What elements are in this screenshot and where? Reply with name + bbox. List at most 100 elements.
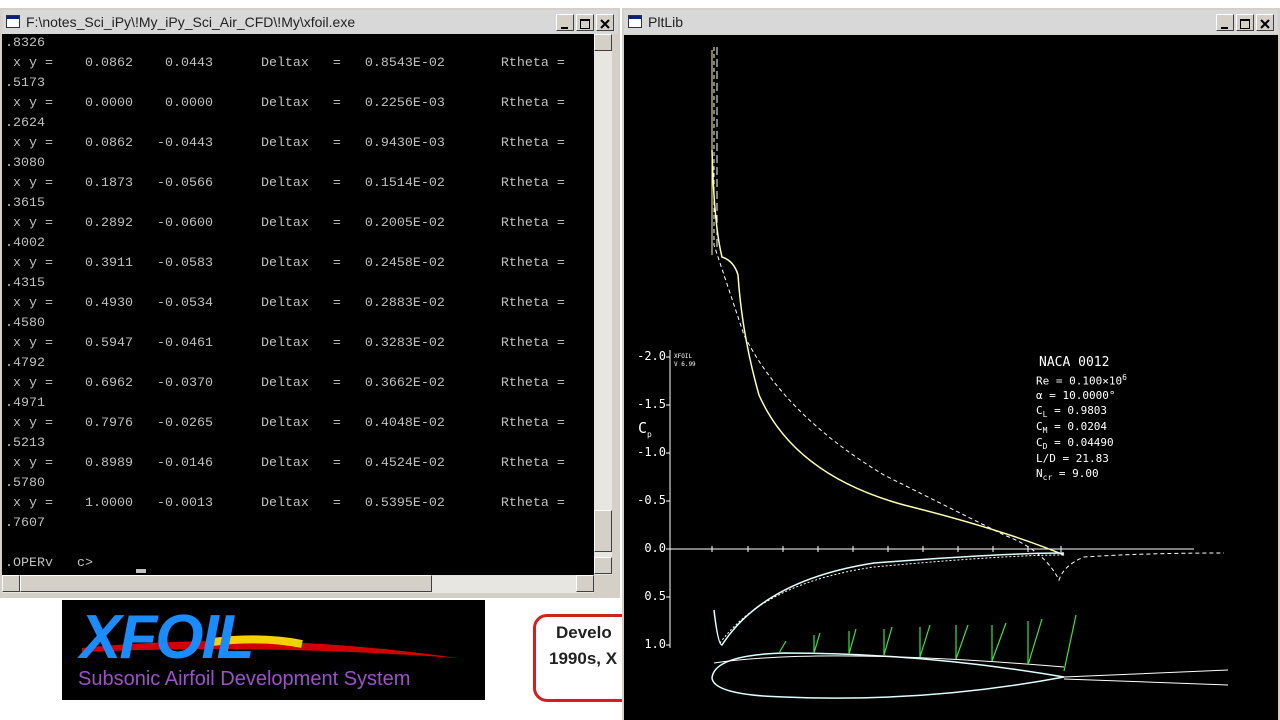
console-line: .4792 <box>5 356 45 371</box>
lower-cp-inviscid <box>719 554 1065 644</box>
console-output: .8326 x y = 0.0862 0.0443 Deltax = 0.854… <box>2 34 594 575</box>
legend-row: Re = 0.100×106 <box>1036 373 1127 388</box>
legend-row: CD = 0.04490 <box>1036 436 1114 451</box>
scroll-right[interactable] <box>576 575 594 592</box>
console-line: .4315 <box>5 276 45 291</box>
legend-symbol: N <box>1036 467 1043 481</box>
legend-sub: cr <box>1042 473 1053 483</box>
vertical-scrollbar[interactable] <box>594 34 612 575</box>
close-button[interactable] <box>1256 14 1274 31</box>
cursor <box>136 569 146 573</box>
legend-symbol: C <box>1036 420 1043 434</box>
y-tick-label: -1.0 <box>637 445 666 459</box>
console-titlebar[interactable]: F:\notes_Sci_iPy\!My_iPy_Sci_Air_CFD\!My… <box>2 10 618 34</box>
legend-row: CL = 0.9803 <box>1036 404 1107 419</box>
bl-edge <box>713 655 1065 668</box>
y-axis-ticks <box>666 356 670 646</box>
legend-row: α = 10.0000° <box>1036 389 1115 402</box>
y-tick-label: -0.5 <box>637 493 666 507</box>
logo-swoosh <box>82 635 457 658</box>
legend-symbol: L/D <box>1036 451 1056 465</box>
maximize-button[interactable] <box>1236 14 1254 31</box>
cp-symbol: C <box>638 419 648 437</box>
plot-title: PltLib <box>648 14 684 30</box>
console-line: .5173 <box>5 76 45 91</box>
plot-titlebar[interactable]: PltLib <box>624 10 1278 34</box>
logo-subtitle: Subsonic Airfoil Development System <box>78 668 411 690</box>
legend-symbol: Re <box>1036 374 1050 388</box>
console-line: x y = 0.4930 -0.0534 Deltax = 0.2883E-02… <box>5 296 565 311</box>
console-window: F:\notes_Sci_iPy\!My_iPy_Sci_Air_CFD\!My… <box>0 8 620 598</box>
console-line: x y = 0.0862 -0.0443 Deltax = 0.9430E-03… <box>5 136 565 151</box>
legend-row: CM = 0.0204 <box>1036 420 1107 435</box>
minimize-button[interactable] <box>556 14 574 31</box>
legend-sub: L <box>1042 410 1048 420</box>
console-line: .3080 <box>5 156 45 171</box>
scroll-up[interactable] <box>594 34 612 51</box>
y-tick-label: 0.5 <box>644 589 666 603</box>
lower-cp <box>713 552 1065 646</box>
banner-line: 1990s, X <box>549 649 618 668</box>
scroll-left[interactable] <box>2 575 20 592</box>
console-line: x y = 1.0000 -0.0013 Deltax = 0.5395E-02… <box>5 496 565 511</box>
legend-symbol: C <box>1036 404 1043 418</box>
console-title: F:\notes_Sci_iPy\!My_iPy_Sci_Air_CFD\!My… <box>26 14 356 30</box>
horizontal-scrollbar[interactable] <box>2 575 594 593</box>
minimize-button[interactable] <box>1216 14 1234 31</box>
console-line: x y = 0.3911 -0.0583 Deltax = 0.2458E-02… <box>5 256 565 271</box>
plot-icon <box>628 15 642 28</box>
legend-sup: 6 <box>1122 373 1127 382</box>
console-prompt: .OPERv c> <box>5 556 93 571</box>
legend-sub: M <box>1042 426 1048 436</box>
banner-line: Develo <box>556 623 612 642</box>
inviscid-cp <box>713 47 1225 582</box>
console-line: x y = 0.8989 -0.0146 Deltax = 0.4524E-02… <box>5 456 565 471</box>
console-icon <box>6 15 20 28</box>
y-tick-label: -2.0 <box>637 349 666 363</box>
maximize-button[interactable] <box>576 14 594 31</box>
console-line: .5780 <box>5 476 45 491</box>
scroll-thumb[interactable] <box>594 510 612 552</box>
legend-value: = 0.100×10 <box>1049 374 1123 388</box>
legend-row: Ncr = 9.00 <box>1036 467 1099 482</box>
plot-window: PltLib <box>622 8 1280 720</box>
console-lines: .8326 x y = 0.0862 0.0443 Deltax = 0.854… <box>5 34 565 534</box>
window-buttons <box>554 14 614 38</box>
console-line: x y = 0.2892 -0.0600 Deltax = 0.2005E-02… <box>5 216 565 231</box>
version-line: XFOIL <box>674 353 693 360</box>
console-line: x y = 0.6962 -0.0370 Deltax = 0.3662E-02… <box>5 376 565 391</box>
wake <box>1063 669 1229 686</box>
console-line: .5213 <box>5 436 45 451</box>
x-ticks <box>711 546 1062 552</box>
upper-cp <box>711 149 1065 556</box>
scroll-thumb-h[interactable] <box>20 575 432 592</box>
console-line: .8326 <box>5 36 45 51</box>
console-line: .4002 <box>5 236 45 251</box>
scroll-down[interactable] <box>594 557 612 574</box>
plot-canvas: -2.0 -1.5 -1.0 -0.5 0.0 0.5 1.0 Cp XFOIL V 6.99… <box>624 35 1278 720</box>
legend-value: = 9.00 <box>1052 467 1099 481</box>
close-button[interactable] <box>596 14 614 31</box>
legend-value: = 0.0204 <box>1047 420 1108 434</box>
console-line: x y = 0.5947 -0.0461 Deltax = 0.3283E-02… <box>5 336 565 351</box>
legend-symbol: C <box>1036 435 1043 449</box>
logo-title: XFOIL <box>80 603 255 672</box>
y-tick-label: 0.0 <box>644 541 666 555</box>
legend-symbol: α <box>1036 388 1043 402</box>
console-line: x y = 0.7976 -0.0265 Deltax = 0.4048E-02… <box>5 416 565 431</box>
console-line: .2624 <box>5 116 45 131</box>
console-line: x y = 0.0000 0.0000 Deltax = 0.2256E-03 … <box>5 96 565 111</box>
console-line: x y = 0.0862 0.0443 Deltax = 0.8543E-02 … <box>5 56 565 71</box>
airfoil-name: NACA 0012 <box>1039 355 1110 370</box>
console-line: .4971 <box>5 396 45 411</box>
legend-value: = 0.9803 <box>1047 404 1108 418</box>
version-line: V 6.99 <box>674 361 696 368</box>
xfoil-logo: XFOIL Subsonic Airfoil Development Syste… <box>62 600 485 700</box>
console-line: x y = 0.1873 -0.0566 Deltax = 0.1514E-02… <box>5 176 565 191</box>
legend-value: = 21.83 <box>1055 451 1109 465</box>
airfoil <box>711 652 1065 699</box>
y-tick-label: 1.0 <box>644 637 666 651</box>
console-line: .4580 <box>5 316 45 331</box>
console-line: .3615 <box>5 196 45 211</box>
cp-plot <box>666 47 1229 699</box>
